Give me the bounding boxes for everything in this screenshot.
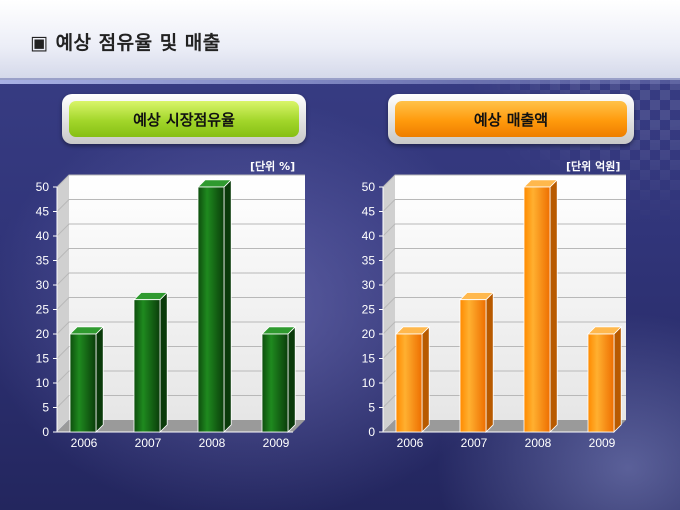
x-tick-label: 2007 — [135, 436, 162, 450]
y-tick-label: 0 — [368, 425, 375, 439]
y-tick-label: 25 — [36, 303, 50, 317]
sales-bar-2009 — [587, 325, 623, 433]
y-tick-label: 25 — [362, 303, 376, 317]
y-tick-label: 10 — [362, 376, 376, 390]
sales-chart: 0 5 10 15 20 25 30 35 40 45 50 2006 2007 2008 2009 — [362, 174, 626, 450]
bar-side-face — [223, 178, 232, 433]
sales-bar-2007 — [459, 291, 495, 433]
y-tick-label: 5 — [368, 401, 375, 415]
y-tick-label: 45 — [362, 205, 376, 219]
y-tick-label: 10 — [36, 376, 50, 390]
x-tick-label: 2008 — [199, 436, 226, 450]
market-share-unit-label: [단위 %] — [250, 160, 296, 173]
y-tick-label: 20 — [36, 327, 50, 341]
x-tick-label: 2008 — [525, 436, 552, 450]
x-tick-label: 2007 — [461, 436, 488, 450]
bar-front-face — [459, 299, 487, 433]
market-share-bar-2009 — [261, 325, 297, 433]
bar-front-face — [261, 333, 289, 433]
y-tick-label: 35 — [36, 254, 50, 268]
x-tick-label: 2006 — [397, 436, 424, 450]
bar-side-face — [549, 178, 558, 433]
y-tick-label: 40 — [36, 229, 50, 243]
gridline — [56, 174, 305, 188]
bar-side-face — [485, 291, 494, 433]
market-share-title-box: 예상 시장점유율 — [62, 94, 306, 144]
sales-title-box: 예상 매출액 — [388, 94, 634, 144]
y-tick-label: 35 — [362, 254, 376, 268]
bar-side-face — [95, 325, 104, 433]
market-share-title: 예상 시장점유율 — [69, 101, 299, 137]
bar-side-face — [613, 325, 622, 433]
bar-side-face — [159, 291, 168, 433]
market-share-bar-2006 — [69, 325, 105, 433]
x-tick-label: 2009 — [589, 436, 616, 450]
y-tick-label: 50 — [36, 180, 50, 194]
y-tick-label: 15 — [362, 352, 376, 366]
market-share-chart: 0 5 10 15 20 25 30 35 40 45 50 2006 2007 2008 2009 — [36, 174, 305, 450]
y-tick-label: 5 — [42, 401, 49, 415]
bar-front-face — [197, 186, 225, 433]
sales-bar-2006 — [395, 325, 431, 433]
bar-front-face — [587, 333, 615, 433]
sales-title: 예상 매출액 — [395, 101, 627, 137]
y-tick-label: 0 — [42, 425, 49, 439]
gridline — [382, 174, 626, 188]
y-tick-label: 30 — [362, 278, 376, 292]
bar-side-face — [287, 325, 296, 433]
x-tick-label: 2006 — [71, 436, 98, 450]
x-tick-label: 2009 — [263, 436, 290, 450]
page-title: ▣ 예상 점유율 및 매출 — [30, 32, 221, 54]
plot-floor — [57, 420, 305, 432]
y-tick-label: 20 — [362, 327, 376, 341]
y-tick-label: 30 — [36, 278, 50, 292]
bar-front-face — [523, 186, 551, 433]
bar-front-face — [395, 333, 423, 433]
plot-floor — [383, 420, 626, 432]
market-share-bar-2008 — [197, 178, 233, 433]
sales-unit-label: [단위 억원] — [566, 160, 621, 173]
bar-side-face — [421, 325, 430, 433]
title-bar: ▣ 예상 점유율 및 매출 — [0, 0, 680, 84]
y-tick-label: 40 — [362, 229, 376, 243]
y-tick-label: 15 — [36, 352, 50, 366]
y-tick-label: 50 — [362, 180, 376, 194]
market-share-bar-2007 — [133, 291, 169, 433]
bar-front-face — [69, 333, 97, 433]
sales-bar-2008 — [523, 178, 559, 433]
y-tick-label: 45 — [36, 205, 50, 219]
bar-front-face — [133, 299, 161, 433]
